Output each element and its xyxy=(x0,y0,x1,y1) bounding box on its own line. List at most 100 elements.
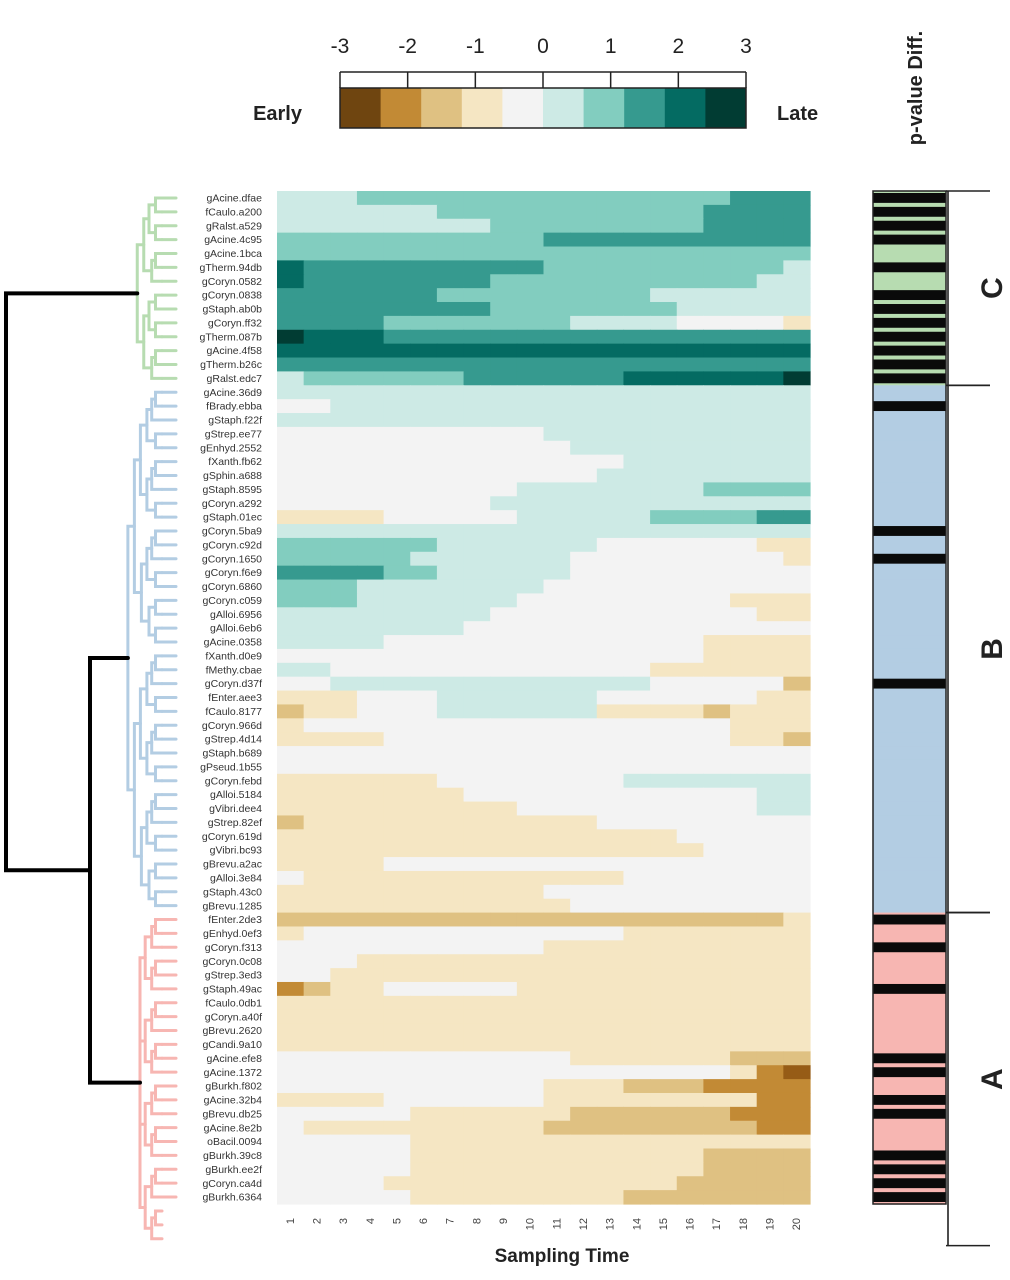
heatmap-cell xyxy=(516,621,545,636)
heatmap-cell xyxy=(383,1120,411,1136)
heatmap-cell xyxy=(463,926,491,941)
heatmap-cell xyxy=(703,926,731,941)
heatmap-cell xyxy=(356,940,385,955)
heatmap-cell xyxy=(277,801,305,817)
heatmap-cell xyxy=(490,1037,518,1052)
heatmap-cell xyxy=(277,787,305,803)
heatmap-cell xyxy=(756,898,784,914)
heatmap-cell xyxy=(330,676,358,692)
heatmap-cell xyxy=(596,496,625,511)
heatmap-cell xyxy=(756,329,784,345)
heatmap-cell xyxy=(277,870,305,886)
heatmap-cell xyxy=(623,787,651,803)
heatmap-cell xyxy=(303,607,331,622)
heatmap-cell xyxy=(543,468,571,484)
heatmap-cell xyxy=(543,843,571,858)
heatmap-cell xyxy=(516,676,545,692)
heatmap-cell xyxy=(783,343,811,359)
heatmap-cell xyxy=(436,315,465,331)
heatmap-cell xyxy=(650,1106,678,1122)
heatmap-cell xyxy=(330,718,358,733)
heatmap-cell xyxy=(303,204,331,220)
heatmap-cell xyxy=(356,1176,385,1191)
heatmap-cell xyxy=(436,1092,465,1108)
heatmap-cell xyxy=(650,829,678,844)
heatmap-cell xyxy=(330,1009,358,1025)
heatmap-cell xyxy=(490,385,518,400)
heatmap-cell xyxy=(543,565,571,581)
heatmap-cell xyxy=(383,524,411,539)
heatmap-cell xyxy=(543,1106,571,1122)
heatmap-cell xyxy=(330,829,358,844)
row-label: gCoryn.619d xyxy=(202,831,262,843)
heatmap-cell xyxy=(463,801,491,817)
heatmap-cell xyxy=(277,551,305,567)
pvalue-cell xyxy=(873,1023,946,1039)
heatmap-cell xyxy=(676,1023,704,1039)
heatmap-cell xyxy=(303,857,331,872)
heatmap-cell xyxy=(730,1176,758,1191)
heatmap-cell xyxy=(277,524,305,539)
heatmap-cell xyxy=(570,746,598,761)
heatmap-cell xyxy=(570,1037,598,1052)
heatmap-cell xyxy=(596,857,625,872)
colorbar-bin xyxy=(583,88,625,128)
heatmap-cell xyxy=(730,343,758,359)
heatmap-cell xyxy=(676,954,704,969)
heatmap-cell xyxy=(783,1009,811,1025)
heatmap-cell xyxy=(756,829,784,844)
heatmap-cell xyxy=(543,732,571,747)
heatmap-cell xyxy=(303,426,331,442)
heatmap-cell xyxy=(356,1079,385,1094)
heatmap-cell xyxy=(356,954,385,969)
heatmap-cell xyxy=(650,676,678,692)
heatmap-cell xyxy=(676,1079,704,1094)
heatmap-cell xyxy=(676,482,704,497)
heatmap-cell xyxy=(543,662,571,678)
heatmap-cell xyxy=(330,440,358,456)
heatmap-cell xyxy=(703,288,731,303)
heatmap-cell xyxy=(543,1023,571,1039)
heatmap-cell xyxy=(383,468,411,484)
heatmap-cell xyxy=(756,648,784,664)
heatmap-cell xyxy=(436,718,465,733)
heatmap-cell xyxy=(490,1190,518,1205)
heatmap-cell xyxy=(490,357,518,372)
heatmap-cell xyxy=(730,468,758,484)
heatmap-cell xyxy=(516,399,545,414)
heatmap-cell xyxy=(623,1120,651,1136)
heatmap-cell xyxy=(303,940,331,955)
heatmap-cell xyxy=(410,648,438,664)
heatmap-cell xyxy=(543,940,571,955)
heatmap-cell xyxy=(356,413,385,428)
heatmap-cell xyxy=(596,468,625,484)
heatmap-cell xyxy=(277,204,305,220)
heatmap-cell xyxy=(543,454,571,470)
heatmap-cell xyxy=(570,648,598,664)
heatmap-cell xyxy=(356,385,385,400)
heatmap-cell xyxy=(410,746,438,761)
heatmap-cell xyxy=(756,204,784,220)
heatmap-cell xyxy=(277,607,305,622)
heatmap-cell xyxy=(650,1023,678,1039)
heatmap-cell xyxy=(570,1051,598,1066)
heatmap-cell xyxy=(436,1106,465,1122)
pvalue-significant xyxy=(873,553,946,564)
heatmap-cell xyxy=(356,288,385,303)
heatmap-cell xyxy=(730,1190,758,1205)
heatmap-cell xyxy=(596,329,625,345)
heatmap-cell xyxy=(543,718,571,733)
heatmap-cell xyxy=(356,204,385,220)
heatmap-cell xyxy=(516,1106,545,1122)
heatmap-cell xyxy=(570,926,598,941)
colorbar: -3 -2 -1 0 1 2 3 xyxy=(331,35,752,129)
heatmap-cell xyxy=(356,371,385,386)
heatmap-cell xyxy=(463,954,491,969)
heatmap-cell xyxy=(703,1079,731,1094)
heatmap-cell xyxy=(783,940,811,955)
heatmap-cell xyxy=(436,621,465,636)
pvalue-cell xyxy=(873,704,946,719)
heatmap-cell xyxy=(650,496,678,511)
heatmap-cell xyxy=(383,676,411,692)
heatmap-cell xyxy=(676,565,704,581)
